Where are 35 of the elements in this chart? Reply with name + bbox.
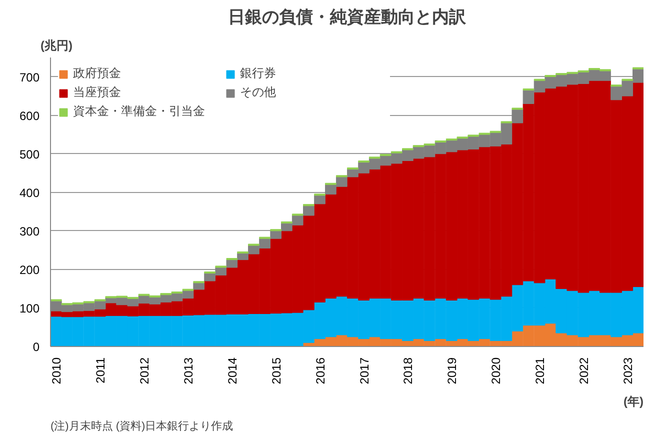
- y-tick-label: 100: [19, 301, 40, 316]
- x-axis-title: (年): [624, 394, 644, 408]
- legend-label: 資本金・準備金・引当金: [73, 103, 206, 120]
- x-tick-label: 2015: [269, 357, 284, 384]
- x-tick-label: 2014: [225, 357, 240, 384]
- legend-label: 当座預金: [73, 84, 122, 101]
- y-tick-label: 600: [19, 108, 40, 123]
- bar: [512, 109, 524, 124]
- x-tick-label: 2018: [401, 357, 416, 384]
- x-tick-label: 2011: [94, 357, 108, 384]
- text: (注)月末時点 (資料)日本銀行より作成: [50, 420, 234, 432]
- x-tick-label: 2023: [620, 357, 635, 384]
- x-tick-label: 2010: [50, 357, 64, 384]
- legend-label: 政府預金: [73, 65, 122, 82]
- x-tick-label: 2012: [137, 357, 152, 384]
- x-tick-label: 2021: [533, 357, 548, 384]
- y-tick-label: 300: [19, 224, 40, 238]
- legend-label: 銀行券: [240, 65, 277, 82]
- y-axis-title: (兆円): [40, 38, 72, 52]
- bar: [314, 195, 326, 204]
- x-tick-label: 2019: [445, 357, 460, 384]
- legend-label: その他: [240, 84, 277, 101]
- x-tick-label: 2022: [576, 357, 591, 384]
- x-tick-label: 2016: [313, 357, 328, 384]
- y-tick-label: 700: [19, 70, 40, 84]
- y-tick-label: 200: [19, 262, 40, 277]
- y-tick-label: 400: [19, 186, 40, 200]
- x-tick-label: 2020: [489, 357, 504, 384]
- bar: [226, 260, 238, 268]
- bar: [270, 230, 282, 239]
- x-tick-label: 2013: [182, 357, 196, 384]
- x-tick-label: 2017: [357, 357, 372, 384]
- chart-title: 日銀の負債・純資産動向と内訳: [228, 8, 467, 26]
- y-tick-label: 0: [32, 340, 40, 354]
- y-tick-label: 500: [19, 147, 40, 162]
